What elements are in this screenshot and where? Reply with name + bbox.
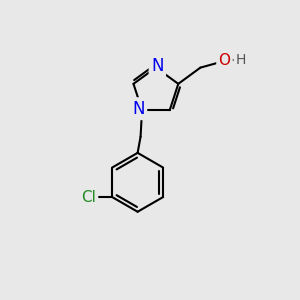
Text: H: H — [236, 53, 246, 67]
Text: N: N — [132, 100, 145, 118]
Text: N: N — [151, 57, 164, 75]
Text: Cl: Cl — [81, 190, 96, 205]
Text: O: O — [218, 53, 230, 68]
